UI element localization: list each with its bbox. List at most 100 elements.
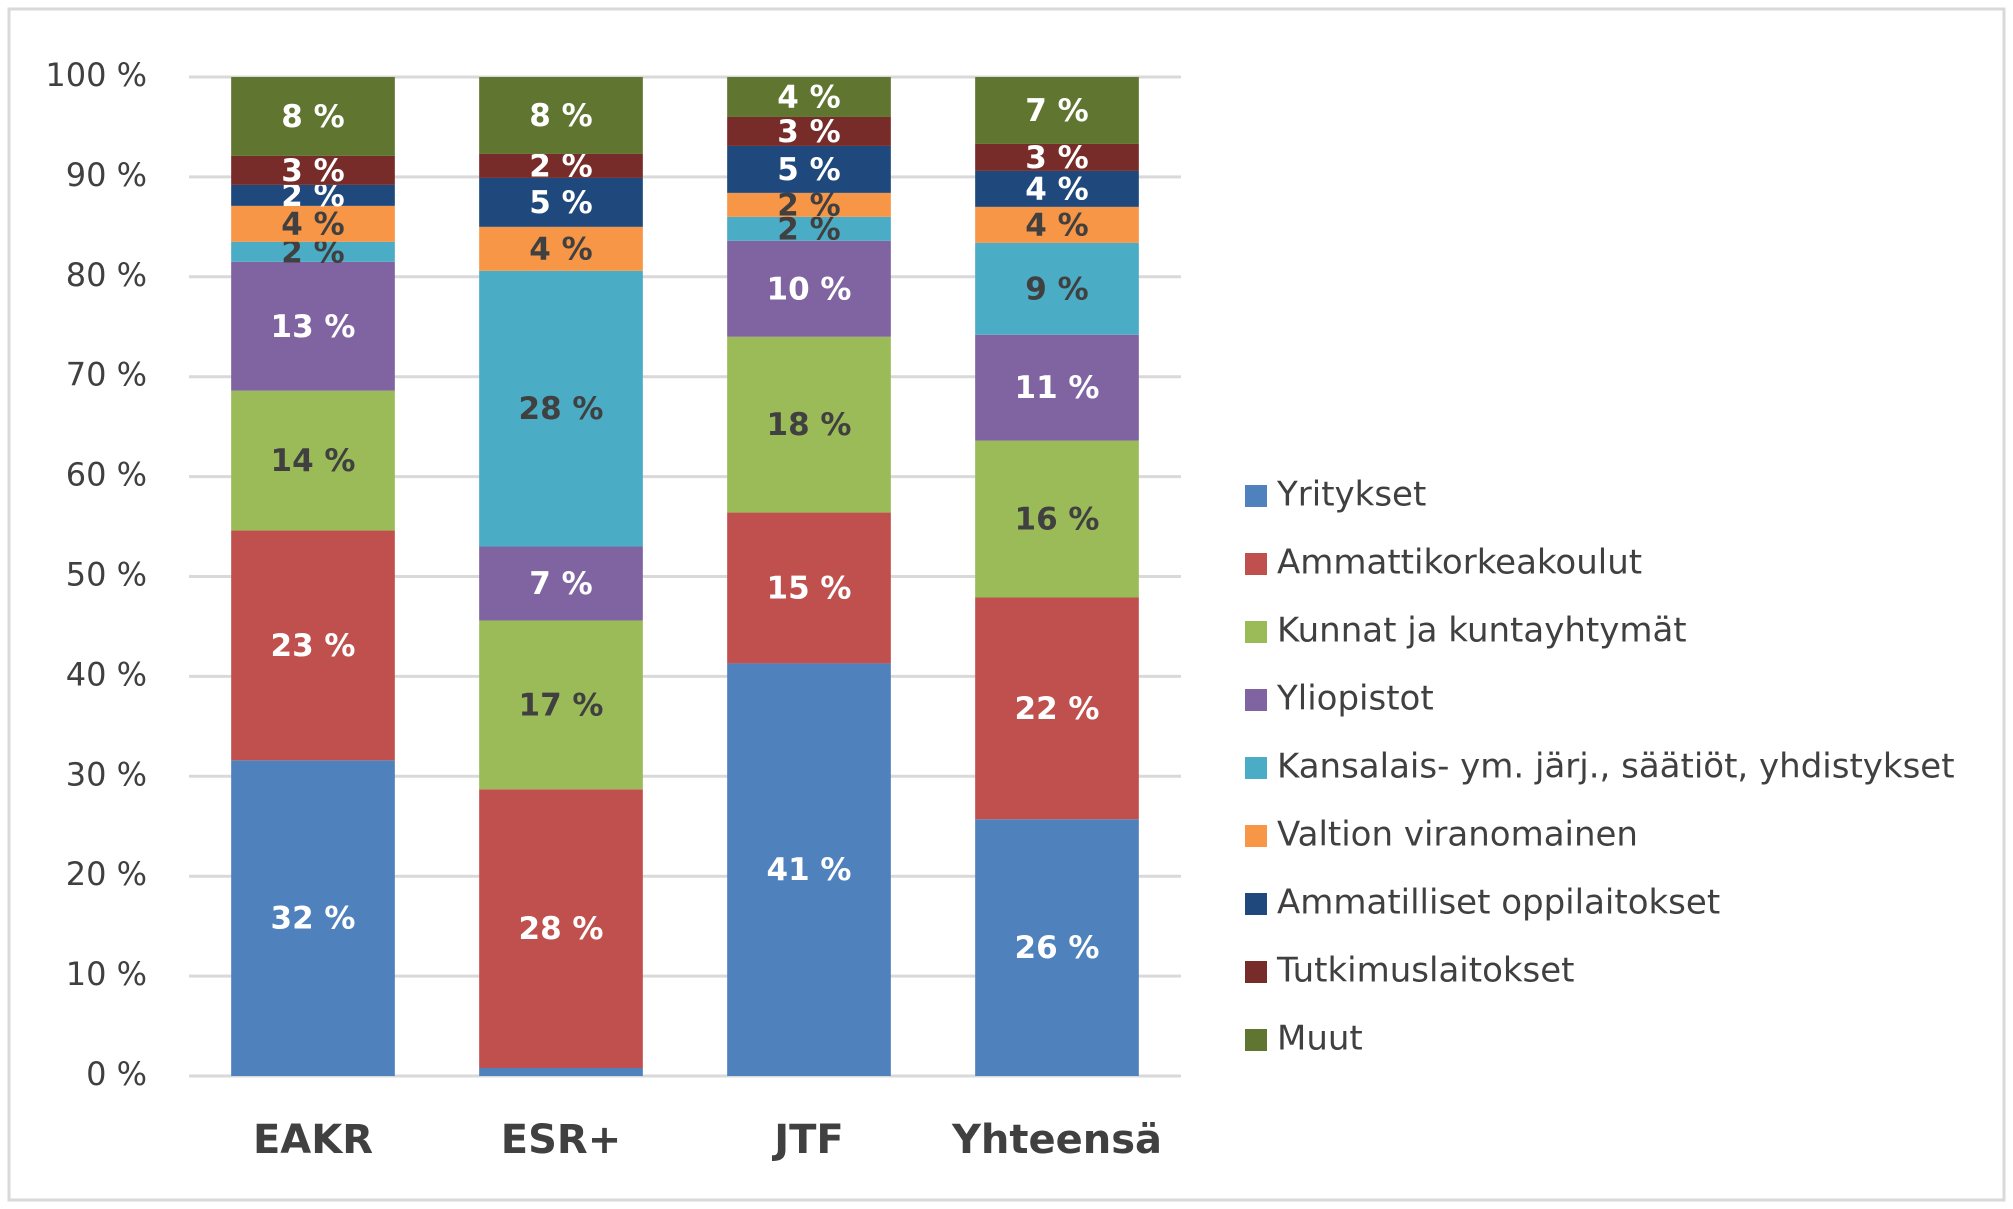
bar-segment <box>231 155 395 185</box>
y-tick-label: 0 % <box>86 1055 147 1093</box>
legend-swatch <box>1245 621 1267 643</box>
x-tick-label: EAKR <box>253 1117 373 1163</box>
bar-segment <box>231 390 395 531</box>
x-tick-label: Yhteensä <box>951 1117 1162 1163</box>
bar-segment <box>479 270 643 547</box>
legend-label: Ammattikorkeakoulut <box>1277 543 1642 583</box>
bar-segment <box>727 336 891 513</box>
data-label: 9 % <box>1025 271 1088 307</box>
bar-segment <box>727 116 891 146</box>
bar-segment <box>231 530 395 761</box>
bar-segment <box>975 242 1139 335</box>
data-label: 3 % <box>281 153 344 189</box>
data-label: 26 % <box>1015 930 1100 966</box>
bar-segment <box>479 789 643 1069</box>
data-label: 15 % <box>767 570 852 606</box>
data-label: 11 % <box>1015 370 1100 406</box>
legend-swatch <box>1245 961 1267 983</box>
legend-label: Kunnat ja kuntayhtymät <box>1277 611 1687 651</box>
bar-segment <box>727 240 891 337</box>
y-tick-label: 20 % <box>66 855 147 893</box>
bar-segment <box>479 153 643 178</box>
data-label: 13 % <box>271 309 356 345</box>
data-label: 4 % <box>529 231 592 267</box>
legend-label: Yritykset <box>1276 475 1426 515</box>
legend-swatch <box>1245 485 1267 507</box>
data-label: 8 % <box>281 99 344 135</box>
bar-segment <box>975 819 1139 1076</box>
bar-segment <box>975 334 1139 441</box>
bar-segment <box>479 1068 643 1076</box>
bar-segment <box>231 184 395 206</box>
bar-segment <box>975 440 1139 598</box>
y-tick-label: 70 % <box>66 356 147 394</box>
data-label: 28 % <box>519 391 604 427</box>
legend-label: Ammatilliset oppilaitokset <box>1277 883 1720 923</box>
bar-segment <box>231 205 395 242</box>
data-label: 14 % <box>271 443 356 479</box>
bar-segment <box>727 192 891 217</box>
bar-segment <box>975 597 1139 820</box>
data-label: 4 % <box>1025 207 1088 243</box>
data-label: 22 % <box>1015 691 1100 727</box>
y-tick-label: 60 % <box>66 456 147 494</box>
bar-segment <box>231 760 395 1076</box>
bar-segment <box>975 206 1139 243</box>
data-label: 2 % <box>777 187 840 223</box>
bar-segment <box>231 77 395 156</box>
bar-segment <box>479 546 643 621</box>
data-label: 16 % <box>1015 502 1100 538</box>
legend-label: Muut <box>1277 1019 1363 1059</box>
data-label: 2 % <box>529 148 592 184</box>
data-label: 4 % <box>281 206 344 242</box>
bar-segment <box>975 143 1139 171</box>
legend-swatch <box>1245 757 1267 779</box>
legend-label: Yliopistot <box>1276 679 1434 719</box>
legend-swatch <box>1245 893 1267 915</box>
bar-segment <box>479 77 643 154</box>
data-label: 5 % <box>777 152 840 188</box>
bar-segment <box>727 512 891 664</box>
bar-segment <box>727 216 891 241</box>
data-label: 7 % <box>1025 93 1088 129</box>
legend-swatch <box>1245 689 1267 711</box>
bar-segment <box>479 177 643 227</box>
y-tick-label: 80 % <box>66 256 147 294</box>
bar-segment <box>479 620 643 790</box>
data-label: 8 % <box>529 98 592 134</box>
bar-segment <box>727 663 891 1076</box>
legend-label: Tutkimuslaitokset <box>1276 951 1575 991</box>
y-tick-label: 40 % <box>66 655 147 693</box>
data-label: 32 % <box>271 901 356 937</box>
data-label: 41 % <box>767 852 852 888</box>
data-label: 3 % <box>1025 140 1088 176</box>
y-tick-label: 30 % <box>66 755 147 793</box>
data-label: 3 % <box>777 114 840 150</box>
data-label: 18 % <box>767 407 852 443</box>
data-label: 2 % <box>777 211 840 247</box>
legend-label: Valtion viranomainen <box>1277 815 1638 855</box>
data-label: 5 % <box>529 185 592 221</box>
x-tick-label: ESR+ <box>501 1117 621 1163</box>
bar-segment <box>975 170 1139 207</box>
legend-swatch <box>1245 1029 1267 1051</box>
y-tick-label: 90 % <box>66 156 147 194</box>
bar-segment <box>975 77 1139 144</box>
y-tick-label: 50 % <box>66 556 147 594</box>
legend-label: Kansalais- ym. järj., säätiöt, yhdistyks… <box>1277 747 1955 787</box>
data-label: 23 % <box>271 628 356 664</box>
data-label: 4 % <box>777 79 840 115</box>
legend-swatch <box>1245 825 1267 847</box>
data-label: 28 % <box>519 911 604 947</box>
bar-segment <box>479 226 643 271</box>
data-label: 7 % <box>529 566 592 602</box>
y-tick-label: 10 % <box>66 955 147 993</box>
bar-segment <box>231 261 395 391</box>
y-tick-label: 100 % <box>45 56 147 94</box>
data-label: 10 % <box>767 271 852 307</box>
bar-segment <box>231 241 395 262</box>
data-label: 4 % <box>1025 171 1088 207</box>
data-label: 17 % <box>519 687 604 723</box>
bar-segment <box>727 145 891 193</box>
